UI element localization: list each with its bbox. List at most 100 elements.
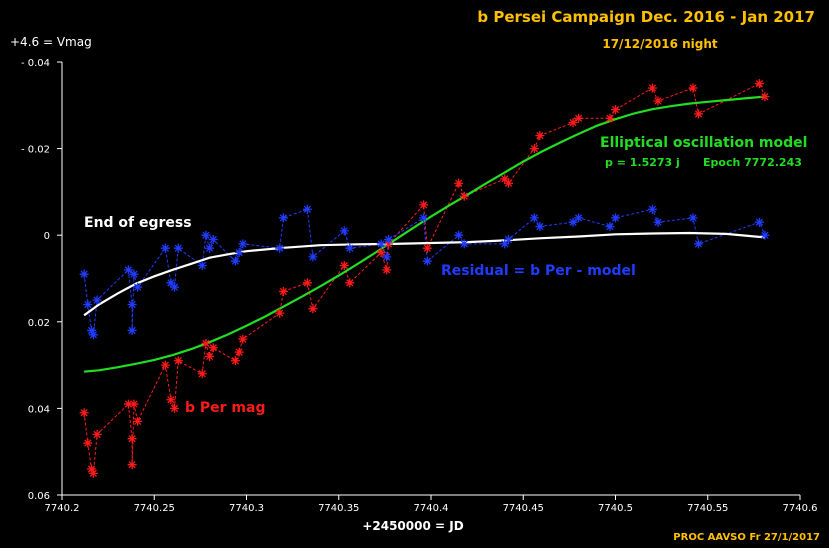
residual-point	[79, 269, 89, 279]
observed-point	[339, 261, 349, 271]
x-tick-label: 7740.55	[687, 503, 728, 514]
residual-point	[133, 282, 143, 292]
observed-point	[92, 429, 102, 439]
residual-point	[459, 239, 469, 249]
observed-point	[574, 113, 584, 123]
residual-point	[500, 239, 510, 249]
observed-point	[503, 178, 513, 188]
y-tick-label: - 0.04	[21, 58, 50, 69]
observed-point	[83, 438, 93, 448]
y-tick-label: 0.02	[28, 318, 50, 329]
observed-point	[345, 278, 355, 288]
observed-point	[376, 248, 386, 258]
footer-credit: PROC AAVSO Fr 27/1/2017	[673, 532, 820, 543]
observed-point	[275, 308, 285, 318]
observed-point	[166, 395, 176, 405]
residual-point	[197, 261, 207, 271]
residual-point	[503, 235, 513, 245]
observed-point	[208, 343, 218, 353]
residual-point	[419, 213, 429, 223]
plot-area	[79, 79, 770, 478]
observed-point	[278, 286, 288, 296]
observed-point	[88, 468, 98, 478]
x-tick-label: 7740.2	[45, 503, 80, 514]
residual-point	[694, 239, 704, 249]
x-tick-label: 7740.25	[134, 503, 175, 514]
observed-point	[238, 334, 248, 344]
residual-point	[454, 230, 464, 240]
residual-point	[201, 230, 211, 240]
bper-annotation: b Per mag	[185, 400, 266, 416]
residual-point	[234, 248, 244, 258]
trend-series	[83, 231, 765, 317]
axes: 7740.2 7740.25 7740.3 7740.35 7740.4 7740.45 7…	[21, 58, 818, 514]
observed-point	[647, 83, 657, 93]
x-tick-label: 7740.35	[318, 503, 359, 514]
residual-point	[173, 243, 183, 253]
observed-point	[535, 131, 545, 141]
residual-point	[382, 252, 392, 262]
residual-point	[384, 235, 394, 245]
y-tick-label: 0	[44, 231, 50, 242]
residual-point	[302, 204, 312, 214]
residual-point	[653, 217, 663, 227]
observed-point	[133, 416, 143, 426]
observed-point	[79, 408, 89, 418]
residual-point	[88, 330, 98, 340]
residual-point	[238, 239, 248, 249]
model-annotation-period: p = 1.5273 j	[605, 156, 680, 169]
observed-points	[79, 79, 770, 478]
observed-point	[230, 356, 240, 366]
residual-line	[83, 208, 766, 337]
residual-point	[127, 325, 137, 335]
observed-point	[422, 243, 432, 253]
x-tick-label: 7740.6	[783, 503, 818, 514]
observed-point	[160, 360, 170, 370]
observed-point	[127, 460, 137, 470]
observed-point	[308, 304, 318, 314]
residual-annotation: Residual = b Per - model	[441, 263, 636, 279]
observed-point	[459, 191, 469, 201]
observed-point	[529, 144, 539, 154]
residual-point	[205, 243, 215, 253]
x-tick-label: 7740.5	[598, 503, 633, 514]
residual-point	[160, 243, 170, 253]
residual-point	[535, 222, 545, 232]
model-series	[84, 95, 765, 373]
residual-point	[688, 213, 698, 223]
model-line	[84, 95, 765, 373]
residual-point	[529, 213, 539, 223]
residual-point	[754, 217, 764, 227]
observed-point	[173, 356, 183, 366]
observed-point	[454, 178, 464, 188]
observed-point	[87, 464, 97, 474]
observed-point	[568, 118, 578, 128]
residual-point	[611, 213, 620, 223]
observed-point	[127, 434, 137, 444]
residual-point	[129, 269, 139, 279]
residual-point	[127, 299, 137, 309]
observed-point	[688, 83, 698, 93]
residual-series	[83, 208, 766, 337]
residual-point	[605, 222, 615, 232]
x-axis-label: +2450000 = JD	[362, 519, 463, 533]
observed-point	[760, 92, 770, 102]
observed-point	[605, 113, 615, 123]
residual-point	[422, 256, 432, 266]
observed-point	[500, 174, 510, 184]
residual-point	[345, 243, 355, 253]
observed-point	[382, 265, 392, 275]
observed-point	[201, 338, 211, 348]
residual-points	[79, 204, 770, 340]
residual-point	[308, 252, 318, 262]
observed-point	[123, 399, 133, 409]
x-tick-label: 7740.4	[414, 503, 449, 514]
model-annotation-title: Elliptical oscillation model	[600, 135, 807, 151]
residual-point	[87, 325, 97, 335]
egress-annotation: End of egress	[84, 215, 192, 231]
y-tick-label: - 0.02	[21, 145, 50, 156]
y-axis-label: +4.6 = Vmag	[10, 35, 92, 49]
observed-point	[197, 369, 207, 379]
residual-point	[760, 230, 770, 240]
